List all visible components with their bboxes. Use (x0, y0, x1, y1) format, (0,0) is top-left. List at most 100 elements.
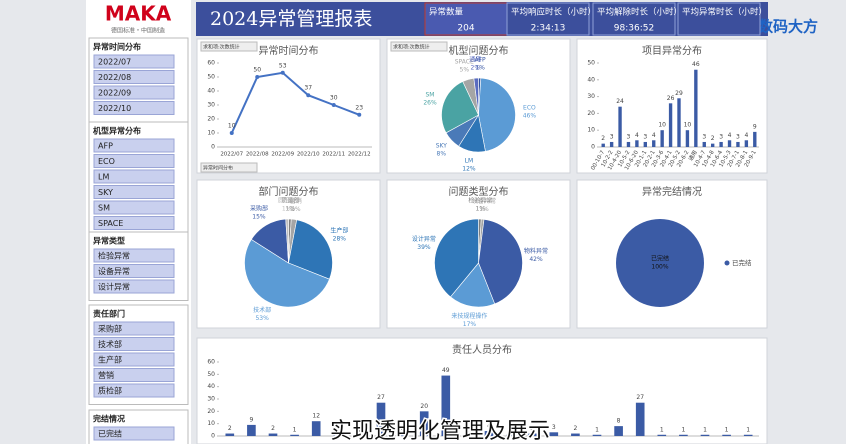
slice-label: LM (465, 158, 474, 165)
row-button[interactable] (200, 162, 258, 173)
kpi-card (506, 2, 590, 36)
value-label: 4 (744, 132, 748, 139)
slicer-item[interactable] (93, 200, 175, 215)
slice-value-label: 2% (471, 65, 481, 72)
slicer-item-label[interactable]: 已完结 (98, 429, 122, 439)
slicer-item[interactable] (93, 368, 175, 382)
field-button-label[interactable]: 求和项:次数统计 (203, 44, 240, 51)
bar (668, 103, 673, 147)
value-label: 10 (228, 123, 236, 130)
slicer-item-label[interactable]: 质检部 (98, 386, 122, 396)
slicer-item-label[interactable]: 2022/08 (98, 73, 131, 82)
bar (549, 432, 559, 436)
bar (247, 424, 256, 436)
slicer-item[interactable] (93, 352, 175, 367)
value-label: 1 (681, 426, 685, 433)
slice-label: AFP (475, 57, 487, 64)
bar (694, 69, 698, 147)
value-label: 9 (753, 123, 757, 130)
legend-swatch (724, 260, 730, 266)
value-label: 3 (643, 133, 647, 140)
chart-title: 异常时间分布 (259, 44, 319, 57)
bar (398, 433, 407, 436)
slice-value-label: 2% (291, 206, 301, 213)
slicer-item[interactable] (93, 279, 175, 294)
slicer-item[interactable] (93, 154, 175, 168)
slice-value-label: 1% (282, 206, 292, 213)
slicer-item[interactable] (93, 248, 175, 263)
slicer-item-label[interactable]: 营销 (98, 370, 114, 380)
slicer-item-label[interactable]: AFP (98, 142, 113, 151)
value-label: 2 (711, 135, 715, 142)
x-tick-label: 2022/12 (348, 152, 371, 158)
slicer-item[interactable] (93, 101, 175, 115)
slice-value-label: 39% (417, 244, 431, 251)
slice-label: 来技规程操作 (451, 312, 487, 320)
pie-slice (478, 219, 523, 305)
slicer-item-label[interactable]: SPACE (98, 219, 123, 228)
value-label: 2 (401, 425, 405, 432)
slicer-item[interactable] (93, 138, 175, 153)
slicer-item-label[interactable]: ECO (98, 157, 115, 166)
slice-label: SPACE (455, 59, 474, 66)
slicer-item[interactable] (93, 264, 175, 278)
slicer-item[interactable] (93, 321, 175, 336)
value-label: 4 (652, 132, 656, 139)
slicer-item-label[interactable]: 设计异常 (98, 282, 130, 292)
bar (722, 434, 731, 436)
slicer-item[interactable] (93, 185, 175, 199)
pie-slice (434, 218, 479, 298)
slicer-item-label[interactable]: SM (98, 204, 110, 213)
slicer-item-label[interactable]: 生产部 (98, 355, 122, 365)
slice-label: ECO (523, 104, 536, 111)
y-tick-label: 0 (211, 433, 215, 440)
kpi-value: 2:34:13 (531, 24, 566, 34)
field-button[interactable] (200, 41, 258, 52)
slicer-item-label[interactable]: 技术部 (98, 339, 122, 349)
slice-value-label: 17% (463, 321, 477, 328)
bar (311, 421, 321, 436)
value-label: 2 (228, 425, 232, 432)
bar (635, 402, 645, 436)
slicer-item[interactable] (93, 85, 175, 100)
slicer-item[interactable] (93, 216, 175, 230)
value-label: 9 (249, 416, 253, 423)
row-button-label[interactable]: 异常时间分布 (203, 165, 233, 172)
slicer-item[interactable] (93, 337, 175, 351)
slicer-item[interactable] (93, 383, 175, 398)
bar (376, 402, 386, 436)
value-label: 8 (617, 418, 621, 425)
slice-value-label: 1% (479, 206, 489, 213)
value-label: 24 (616, 98, 624, 105)
slicer-item[interactable] (93, 426, 175, 441)
slicer-item-label[interactable]: 设备异常 (98, 266, 130, 276)
slicer-item-label[interactable]: SKY (98, 188, 113, 197)
y-tick-label: 60 (207, 359, 215, 366)
value-label: 12 (312, 413, 320, 420)
bar (614, 426, 623, 436)
slicer-item-label[interactable]: 检验异常 (98, 251, 130, 261)
slicer-item[interactable] (93, 54, 175, 69)
value-label: 30 (330, 95, 338, 102)
slicer-item-label[interactable]: 采购部 (98, 324, 122, 334)
slicer-item-label[interactable]: 2022/07 (98, 58, 131, 67)
value-label: 2 (530, 425, 534, 432)
field-button[interactable] (390, 41, 448, 52)
value-label: 2 (271, 425, 275, 432)
bar (601, 143, 605, 147)
bar (626, 141, 631, 147)
y-tick-label: 0 (591, 144, 595, 151)
slicer-item[interactable] (93, 70, 175, 84)
slicer-item-label[interactable]: 2022/10 (98, 104, 131, 113)
value-label: 29 (675, 90, 683, 97)
bar (592, 434, 602, 436)
slicer-item-label[interactable]: LM (98, 173, 109, 182)
chart-title: 异常完结情况 (642, 185, 702, 198)
slicer-item[interactable] (93, 169, 175, 184)
bar (743, 434, 753, 436)
slice-label: SKY (436, 142, 448, 149)
chart-title: 问题类型分布 (449, 185, 509, 198)
slicer-item-label[interactable]: 2022/09 (98, 89, 131, 98)
field-button-label[interactable]: 求和项:次数统计 (393, 44, 430, 51)
chart-title: 部门问题分布 (259, 185, 319, 198)
